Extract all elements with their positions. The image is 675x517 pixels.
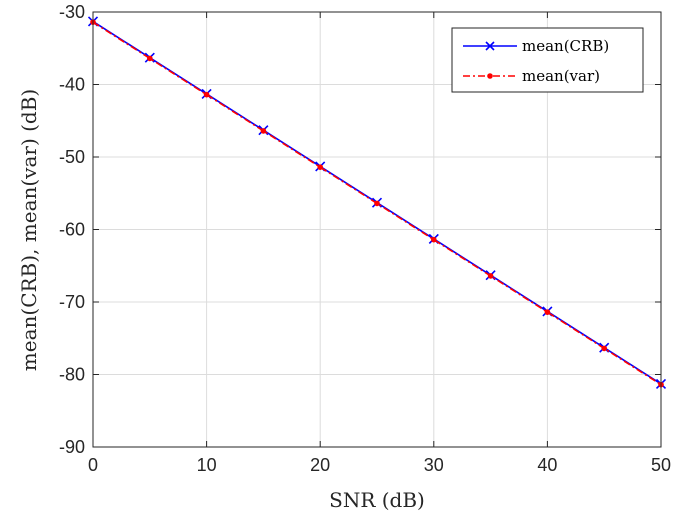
x-axis-label: SNR (dB) [329, 488, 425, 512]
y-tick-label: -50 [59, 147, 85, 167]
series-2-point [260, 128, 267, 134]
series-2-point [431, 236, 437, 243]
x-tick-label: 20 [310, 455, 330, 475]
x-tick-label: 10 [197, 455, 217, 475]
grid-lines [92, 11, 662, 448]
series-2-point [487, 273, 494, 279]
series-group [87, 16, 667, 389]
legend-crb-label: mean(CRB) [522, 37, 609, 55]
y-axis-label: mean(CRB), mean(var) (dB) [17, 89, 41, 371]
legend-var-label: mean(var) [522, 67, 600, 85]
legend-var-marker [487, 73, 493, 79]
series-2-point [601, 345, 607, 352]
series-2-point [203, 91, 210, 98]
x-tick-label: 40 [537, 455, 557, 475]
y-tick-label: -80 [59, 365, 85, 385]
series-2-point [544, 309, 551, 315]
y-tick-label: -30 [59, 2, 85, 22]
x-tick-label: 50 [651, 455, 671, 475]
y-tick-label: -90 [59, 437, 85, 457]
series-2-point [147, 55, 153, 62]
y-tick-label: -70 [59, 292, 85, 312]
legend: mean(CRB) mean(var) [451, 27, 644, 93]
y-tick-label: -60 [59, 220, 85, 240]
legend-box [451, 27, 644, 93]
legend-crb-marker [485, 41, 495, 51]
x-tick-label: 0 [88, 455, 98, 475]
series-2-point [374, 200, 380, 207]
series-2-point [317, 164, 324, 170]
axis-ticks: 0 10 20 30 40 50 -90 -80 -70 -60 -50 -40 -30 [59, 2, 671, 475]
x-tick-label: 30 [424, 455, 444, 475]
y-tick-label: -40 [59, 75, 85, 95]
